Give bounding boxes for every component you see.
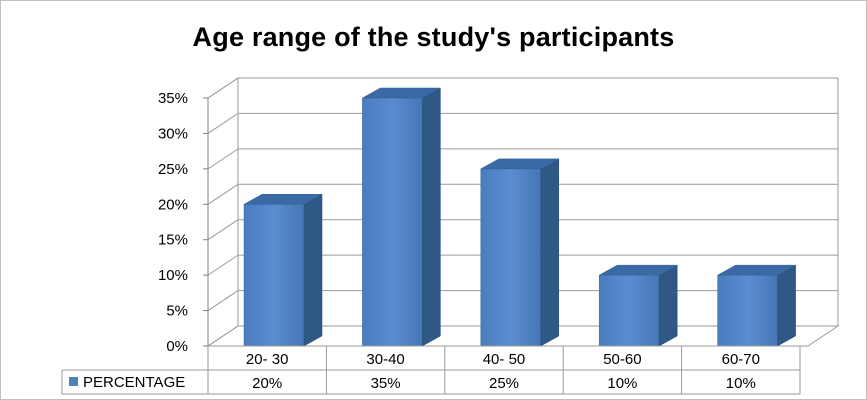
bar-front: [362, 97, 423, 347]
y-tick-label: 15%: [158, 232, 188, 249]
legend-swatch: [69, 377, 78, 386]
data-label: 25%: [489, 375, 519, 392]
gridline-side: [207, 325, 239, 347]
bar-side: [777, 264, 796, 347]
bar-60-70: [716, 264, 797, 347]
bar-top: [361, 87, 442, 99]
y-tick-label: 5%: [166, 303, 188, 320]
bar-front: [717, 274, 778, 347]
gridline-side: [207, 219, 239, 241]
category-label: 30-40: [366, 351, 404, 368]
y-tick-label: 25%: [158, 161, 188, 178]
data-label: 20%: [252, 375, 282, 392]
y-tick-label: 10%: [158, 267, 188, 284]
legend-label: PERCENTAGE: [83, 374, 185, 391]
bar-front: [243, 204, 305, 347]
chart-title: Age range of the study's participants: [192, 22, 675, 52]
bar-front: [598, 274, 660, 347]
category-label: 20- 30: [246, 351, 289, 368]
bar-side: [540, 158, 560, 347]
gridline-side: [207, 148, 239, 170]
gridline-side: [207, 77, 239, 99]
bar-top: [479, 158, 560, 170]
bar-top: [243, 194, 323, 205]
bar-20-30: [243, 193, 323, 347]
category-label: 60-70: [722, 351, 760, 368]
bar-side: [303, 193, 323, 347]
bar-40-50: [479, 158, 560, 347]
gridline-side: [207, 113, 239, 134]
y-tick-label: 20%: [158, 196, 188, 213]
data-label: 10%: [607, 375, 637, 392]
data-label: 35%: [371, 375, 401, 392]
bar-50-60: [598, 264, 679, 347]
bar-front: [480, 168, 542, 347]
bar-side: [658, 264, 678, 347]
side-wall: [207, 77, 239, 347]
gridline-side: [207, 183, 239, 205]
category-label: 50-60: [603, 351, 641, 368]
bar-top: [716, 264, 797, 276]
gridline-side: [207, 290, 239, 311]
y-tick-label: 0%: [166, 338, 188, 355]
bar-side: [422, 87, 441, 347]
data-label: 10%: [726, 375, 756, 392]
bar-30-40: [361, 87, 442, 347]
gridline-side: [207, 254, 239, 276]
y-tick-label: 30%: [158, 125, 188, 142]
y-tick-label: 35%: [158, 90, 188, 107]
category-label: 40- 50: [483, 351, 526, 368]
bar-top: [598, 264, 679, 276]
